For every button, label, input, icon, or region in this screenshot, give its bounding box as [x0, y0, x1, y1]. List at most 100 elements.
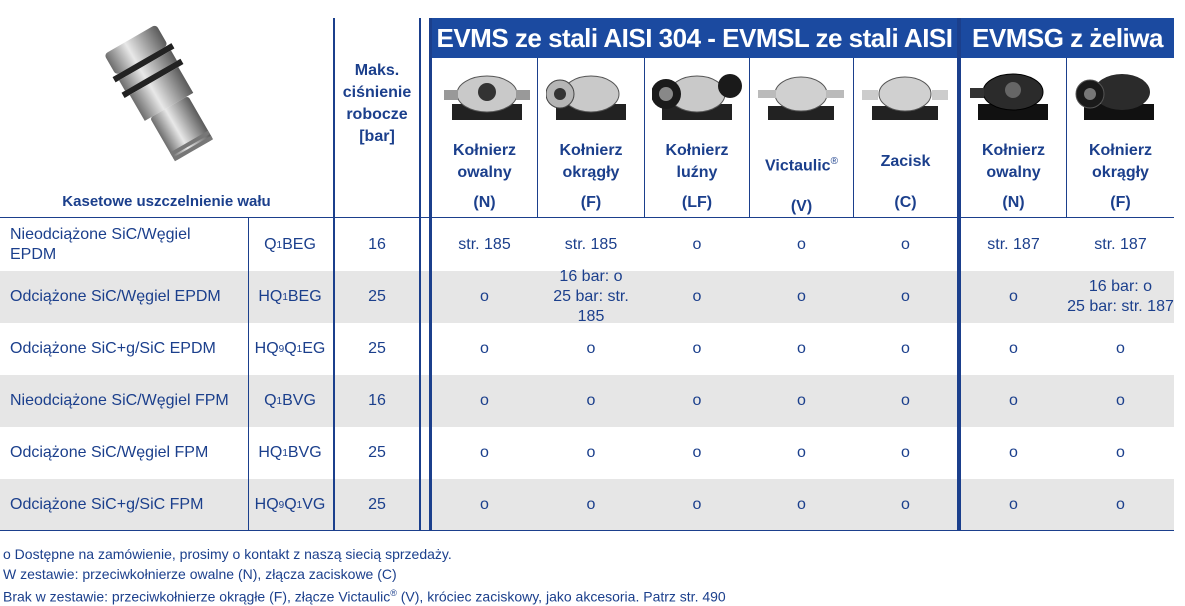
pressure-label-line: [bar] [359, 128, 395, 145]
availability-cell: o [901, 236, 910, 253]
row-label: Odciążone SiC+g/SiC FPM [10, 479, 246, 531]
pump-housing-image [444, 75, 530, 120]
row-label-line: Nieodciążone SiC/Węgiel FPM [10, 392, 229, 409]
availability-text: 16 bar: o 25 bar: str. 185 [538, 267, 644, 327]
availability-cell: o [797, 340, 806, 357]
row-label-text: Odciążone SiC+g/SiC EPDM [10, 339, 216, 359]
seal-code-part: HQ [254, 496, 279, 513]
availability-cell: o [480, 444, 489, 461]
divider [0, 217, 1174, 218]
availability-cell: o [480, 392, 489, 409]
row-label: Odciążone SiC/Węgiel EPDM [10, 271, 246, 323]
column-header-line: luźny [676, 164, 718, 181]
column-code: (LF) [681, 194, 713, 211]
column-header: Kołnierz owalny (N) [432, 140, 537, 214]
availability-cell: o [692, 288, 702, 305]
divider [957, 18, 961, 531]
divider [419, 18, 421, 531]
footer-note: o Dostępne na zamówienie, prosimy o kont… [3, 546, 452, 562]
row-label-line: Odciążone SiC/Węgiel EPDM [10, 288, 221, 305]
pressure-value: 25 [368, 444, 386, 461]
row-label-text: Odciążone SiC/Węgiel FPM [10, 443, 208, 463]
row-label-text: Nieodciążone SiC/Węgiel FPM [10, 391, 229, 411]
column-header: Kołnierz okrągły (F) [538, 140, 644, 214]
availability-cell: o [797, 288, 806, 305]
col-divider [853, 58, 854, 218]
seal-code-subscript: 9 [278, 343, 285, 355]
availability-cell: o [692, 340, 702, 357]
row-label: Nieodciążone SiC/Węgiel EPDM [10, 219, 246, 271]
column-code: (C) [894, 194, 917, 211]
row-label: Nieodciążone SiC/Węgiel FPM [10, 375, 246, 427]
seal-code-part: EG [302, 340, 326, 357]
pump-housing-image [758, 76, 844, 120]
column-header-text: Victaulic [765, 157, 831, 175]
pressure-label-line: Maks. [354, 62, 400, 79]
column-header-line: okrągły [562, 164, 620, 181]
availability-line: 16 bar: o [559, 268, 623, 285]
column-header-line: owalny [986, 164, 1041, 181]
availability-cell: o [1116, 340, 1125, 357]
seal-code: Q 1 BEG [249, 219, 331, 271]
row-band [0, 271, 1174, 323]
row-label-line: Nieodciążone SiC/Węgiel [10, 226, 191, 243]
availability-cell: o [586, 340, 596, 357]
seal-code-subscript: 1 [296, 499, 303, 511]
pump-housing-image [652, 74, 742, 120]
seal-code-part: Q [284, 496, 297, 513]
availability-line: 25 bar: str. 187 [1067, 298, 1174, 315]
row-label-line: Odciążone SiC+g/SiC FPM [10, 496, 204, 513]
divider [248, 218, 249, 531]
availability-cell: o [586, 444, 596, 461]
row-label: Odciążone SiC+g/SiC EPDM [10, 323, 246, 375]
column-header: Zacisk (C) [854, 151, 957, 214]
pressure-header: Maks. ciśnienie robocze [bar] [335, 60, 419, 148]
pump-housing-image [970, 73, 1048, 120]
column-header: Kołnierz luźny (LF) [645, 140, 749, 214]
column-code: (N) [1002, 194, 1025, 211]
column-header-line: Kołnierz [1088, 142, 1153, 159]
availability-cell: o [480, 288, 489, 305]
availability-cell: str. 185 [564, 236, 618, 253]
availability-cell: o [901, 392, 910, 409]
seal-code-part: VG [302, 496, 326, 513]
seal-code-part: Q [264, 392, 277, 409]
seal-code-part: Q [264, 236, 277, 253]
availability-cell: str. 187 [987, 236, 1040, 253]
pressure-value: 25 [368, 496, 386, 513]
row-label-line: Odciążone SiC/Węgiel FPM [10, 444, 209, 461]
availability-cell: o [901, 496, 910, 513]
column-header-line: owalny [457, 164, 512, 181]
pressure-label-line: robocze [346, 106, 408, 123]
availability-cell: str. 187 [1094, 236, 1147, 253]
seal-label: Kasetowe uszczelnienie wału [62, 193, 271, 210]
availability-cell: o [1009, 444, 1018, 461]
seal-code: Q 1 BVG [249, 375, 331, 427]
footer-text: Brak w zestawie: przeciwkołnierze okrągł… [3, 588, 391, 605]
availability-cell: o [586, 496, 596, 513]
column-header-line: Kołnierz [981, 142, 1046, 159]
availability-cell: o [1116, 392, 1125, 409]
seal-code-part: HQ [258, 444, 283, 461]
availability-cell: o [901, 288, 910, 305]
row-band [0, 375, 1174, 427]
availability-cell: o [901, 340, 910, 357]
divider [429, 18, 432, 531]
column-header-line: Kołnierz [665, 142, 729, 159]
col-divider [749, 58, 750, 218]
pressure-value: 25 [368, 288, 386, 305]
column-code: (F) [580, 194, 602, 211]
registered-mark: ® [830, 156, 838, 167]
pressure-value: 16 [368, 392, 386, 409]
availability-cell: o [1009, 496, 1018, 513]
seal-code: HQ 1 BVG [249, 427, 331, 479]
seal-code-subscript: 1 [282, 447, 288, 459]
seal-code: HQ 1 BEG [249, 271, 331, 323]
pump-housing-image [546, 75, 626, 120]
availability-cell: 16 bar: o 25 bar: str. 187 [1067, 271, 1174, 323]
col-divider [537, 58, 538, 218]
availability-cell: o [692, 392, 702, 409]
column-header-line: Kołnierz [559, 142, 623, 159]
availability-cell: o [692, 236, 702, 253]
availability-cell: o [1009, 340, 1018, 357]
